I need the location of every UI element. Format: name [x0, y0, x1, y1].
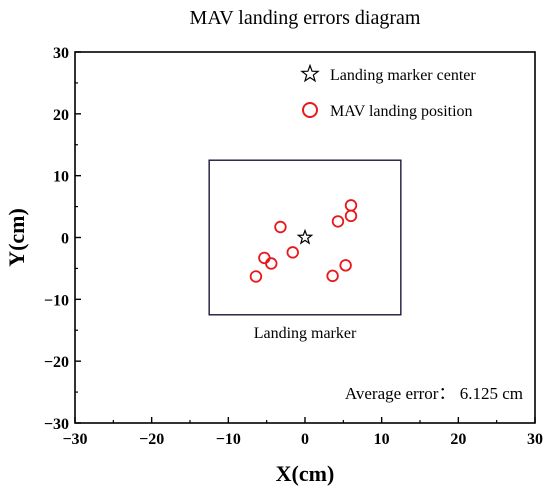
y-tick-label: 10	[53, 169, 69, 186]
landing-marker-label: Landing marker	[254, 325, 357, 342]
legend: Landing marker center MAV landing positio…	[300, 63, 476, 120]
y-tick-label: −10	[44, 292, 69, 309]
average-error-annotation: Average error： 6.125 cm	[345, 384, 523, 403]
landing-point	[344, 199, 358, 212]
legend-circle-icon	[302, 102, 318, 118]
landing-point	[326, 269, 339, 283]
y-tick-label: −20	[44, 354, 69, 371]
x-tick-label: 30	[527, 431, 543, 448]
landing-point	[339, 259, 352, 272]
y-tick-label: −30	[44, 416, 69, 433]
landing-point	[274, 220, 287, 234]
legend-star-icon	[300, 63, 320, 83]
x-tick-label: 10	[374, 431, 390, 448]
landing-point	[258, 251, 271, 265]
y-axis-label: Y(cm)	[4, 208, 29, 267]
x-tick-label: 20	[450, 431, 466, 448]
landing-marker-rect	[208, 159, 402, 316]
x-axis-label: X(cm)	[276, 461, 335, 486]
x-tick-label: 0	[301, 431, 309, 448]
x-tick-label: −30	[62, 431, 87, 448]
y-tick-label: 0	[61, 231, 69, 248]
legend-label: MAV landing position	[330, 103, 473, 120]
legend-label: Landing marker center	[330, 67, 476, 84]
y-tick-label: 30	[53, 45, 69, 62]
landing-point	[286, 246, 299, 259]
y-tick-label: 20	[53, 107, 69, 124]
x-tick-label: −20	[139, 431, 164, 448]
landing-point	[249, 270, 263, 283]
marker-center-star	[296, 228, 314, 245]
x-tick-label: −10	[216, 431, 241, 448]
landing-point	[344, 209, 358, 223]
landing-point	[331, 215, 345, 228]
data-points	[249, 199, 358, 283]
axis-ticks: −30 −20 −10 0 10 20 30 −30 −20 −10 0 10 20 30	[44, 45, 543, 448]
chart-title: MAV landing errors diagram	[190, 7, 421, 29]
landing-point	[265, 257, 278, 270]
